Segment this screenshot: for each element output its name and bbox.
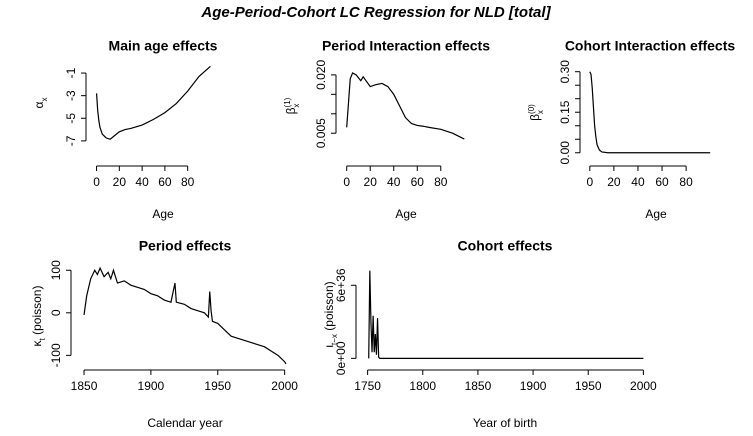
main-title: Age-Period-Cohort LC Regression for NLD … — [200, 4, 551, 21]
y-tick-label: -3 — [64, 90, 78, 101]
y-label-symbol: α — [32, 101, 46, 108]
y-label-symbol: β — [528, 114, 542, 121]
y-label-rest: (poisson) — [30, 286, 44, 339]
y-tick-label: 0.15 — [558, 100, 572, 124]
panel-title: Main age effects — [109, 38, 218, 54]
panel-title: Cohort Interaction effects — [565, 38, 736, 54]
y-tick-label: 6e+36 — [334, 268, 348, 302]
y-label-symbol: ι — [322, 345, 336, 348]
data-line — [368, 270, 644, 359]
panel-title: Cohort effects — [458, 238, 553, 254]
x-axis-label: Age — [152, 207, 174, 221]
panel-title: Period effects — [139, 238, 232, 254]
x-tick-label: 20 — [607, 175, 621, 189]
x-tick-label: 60 — [411, 175, 425, 189]
x-tick-label: 20 — [364, 175, 378, 189]
x-tick-label: 40 — [387, 175, 401, 189]
y-label-sup: (0) — [527, 104, 536, 114]
x-axis-label: Calendar year — [147, 416, 222, 430]
data-line — [589, 71, 711, 154]
data-line — [83, 266, 287, 365]
y-tick-label: 0.020 — [314, 60, 328, 90]
x-tick-label: 1950 — [575, 379, 602, 393]
y-tick-label: 0.00 — [558, 141, 572, 165]
x-tick-label: 0 — [343, 175, 350, 189]
x-tick-label: 2000 — [271, 379, 298, 393]
x-tick-label: 80 — [181, 175, 195, 189]
y-axis-label: ιt−x (poisson) — [322, 281, 338, 347]
x-tick-label: 1850 — [71, 379, 98, 393]
x-tick-label: 1800 — [409, 379, 436, 393]
data-line — [346, 72, 465, 140]
x-axis-label: Age — [645, 207, 667, 221]
y-axis-label: β(0)x — [527, 104, 545, 121]
y-tick-label: 0 — [49, 309, 63, 316]
x-tick-label: 1750 — [354, 379, 381, 393]
y-tick-label: 100 — [49, 260, 63, 280]
x-tick-label: 1850 — [465, 379, 492, 393]
x-tick-label: 80 — [434, 175, 448, 189]
x-tick-label: 80 — [679, 175, 693, 189]
x-tick-label: 0 — [586, 175, 593, 189]
x-tick-label: 1950 — [204, 379, 231, 393]
y-label-sub: x — [536, 110, 545, 114]
y-label-symbol: κ — [30, 339, 44, 346]
x-tick-label: 40 — [631, 175, 645, 189]
panel-title: Period Interaction effects — [322, 38, 490, 54]
x-axis-label: Age — [395, 207, 417, 221]
y-label-sub: x — [292, 104, 301, 108]
y-label-sup: (1) — [283, 97, 292, 107]
y-label-sub: t−x — [330, 334, 339, 345]
y-label-sub: x — [40, 98, 49, 102]
y-tick-label: -1 — [64, 67, 78, 78]
y-axis-label: αx — [32, 98, 48, 109]
data-line — [95, 65, 211, 140]
x-tick-label: 20 — [113, 175, 127, 189]
x-tick-label: 60 — [655, 175, 669, 189]
x-axis-label: Year of birth — [473, 416, 537, 430]
y-tick-label: -7 — [64, 135, 78, 146]
y-label-rest: (poisson) — [322, 281, 336, 334]
y-axis-label: β(1)x — [283, 97, 301, 114]
x-tick-label: 0 — [93, 175, 100, 189]
y-tick-label: 0.30 — [558, 60, 572, 84]
x-tick-label: 60 — [158, 175, 172, 189]
x-tick-label: 1900 — [520, 379, 547, 393]
y-tick-label: 0e+00 — [334, 341, 348, 375]
y-tick-label: -5 — [64, 113, 78, 124]
y-label-symbol: β — [284, 107, 298, 114]
x-tick-label: 1900 — [138, 379, 165, 393]
y-axis-label: κt (poisson) — [30, 286, 46, 347]
x-tick-label: 40 — [135, 175, 149, 189]
y-tick-label: -100 — [49, 343, 63, 367]
x-tick-label: 2000 — [630, 379, 657, 393]
y-tick-label: 0.005 — [314, 118, 328, 148]
y-label-sub: t — [38, 337, 47, 340]
